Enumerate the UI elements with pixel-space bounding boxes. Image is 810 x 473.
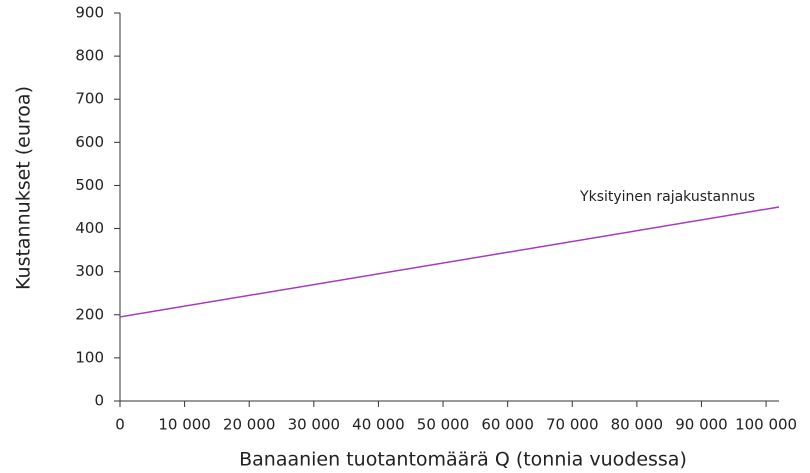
line-label: Yksityinen rajakustannus [579, 189, 755, 205]
y-tick-label: 800 [75, 47, 104, 65]
y-tick-label: 0 [94, 392, 104, 410]
y-axis-label: Kustannukset (euroa) [13, 86, 35, 290]
y-tick-label: 900 [75, 4, 104, 22]
x-tick-label: 30 000 [288, 416, 341, 434]
x-tick-label: 70 000 [546, 416, 599, 434]
data-line [119, 206, 780, 318]
x-tick-label: 90 000 [675, 416, 728, 434]
x-axis-label: Banaanien tuotantomäärä Q (tonnia vuodes… [239, 449, 687, 471]
y-tick-label: 100 [75, 348, 104, 366]
x-tick-label: 40 000 [352, 416, 405, 434]
x-tick-label: 10 000 [158, 416, 211, 434]
y-tick-label: 400 [75, 219, 104, 237]
y-tick-label: 600 [75, 133, 104, 151]
y-tick-label: 500 [75, 176, 104, 194]
x-tick-label: 0 [115, 416, 125, 434]
y-tick-label: 700 [75, 90, 104, 108]
x-tick-label: 20 000 [223, 416, 276, 434]
x-tick-label: 50 000 [417, 416, 470, 434]
x-tick-label: 100 000 [735, 416, 797, 434]
x-tick-label: 80 000 [611, 416, 664, 434]
x-tick-label: 60 000 [481, 416, 534, 434]
y-tick-label: 300 [75, 262, 104, 280]
y-tick-label: 200 [75, 305, 104, 323]
